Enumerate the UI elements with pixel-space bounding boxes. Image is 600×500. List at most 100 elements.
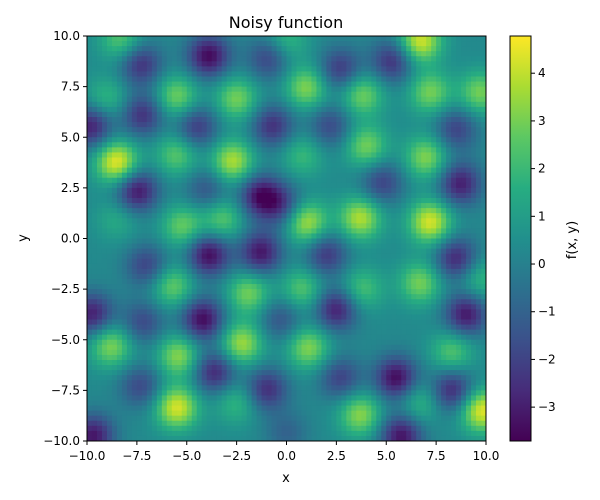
heatmap-cell <box>481 187 486 194</box>
heatmap-cell <box>391 66 397 73</box>
heatmap-cell <box>436 309 442 316</box>
heatmap-cell <box>211 142 218 148</box>
heatmap-cell <box>216 339 223 346</box>
heatmap-cell <box>181 243 188 250</box>
heatmap-cell <box>146 218 153 224</box>
heatmap-cell <box>406 142 412 148</box>
heatmap-cell <box>151 294 158 300</box>
heatmap-cell <box>281 111 288 118</box>
heatmap-cell <box>96 284 103 290</box>
heatmap-cell <box>231 208 238 214</box>
heatmap-cell <box>316 248 323 255</box>
heatmap-cell <box>356 162 362 169</box>
heatmap-cell <box>186 147 193 154</box>
heatmap-cell <box>201 91 208 98</box>
heatmap-cell <box>251 258 258 265</box>
heatmap-cell <box>351 233 357 240</box>
heatmap-cell <box>161 218 168 224</box>
heatmap-cell <box>461 81 467 88</box>
heatmap-cell <box>146 253 153 260</box>
heatmap-cell <box>331 329 337 336</box>
heatmap-cell <box>146 117 153 123</box>
heatmap-cell <box>156 218 163 224</box>
heatmap-cell <box>166 81 173 88</box>
heatmap-cell <box>221 238 228 245</box>
heatmap-cell <box>411 117 417 123</box>
heatmap-cell <box>246 46 253 52</box>
heatmap-cell <box>281 198 288 204</box>
heatmap-cell <box>401 152 407 159</box>
heatmap-cell <box>251 309 258 316</box>
heatmap-cell <box>136 309 143 316</box>
heatmap-cell <box>426 233 432 240</box>
heatmap-cell <box>87 157 93 164</box>
heatmap-cell <box>331 324 337 331</box>
heatmap-cell <box>276 81 283 88</box>
heatmap-cell <box>316 314 323 321</box>
heatmap-cell <box>296 142 303 148</box>
heatmap-cell <box>191 56 198 62</box>
heatmap-cell <box>221 177 228 184</box>
heatmap-cell <box>231 223 238 229</box>
heatmap-cell <box>451 334 457 341</box>
heatmap-cell <box>226 117 233 123</box>
heatmap-cell <box>146 41 153 47</box>
heatmap-cell <box>366 334 372 341</box>
heatmap-cell <box>141 218 148 224</box>
heatmap-cell <box>441 304 447 310</box>
heatmap-cell <box>436 111 442 118</box>
heatmap-cell <box>346 182 352 189</box>
heatmap-cell <box>211 279 218 285</box>
heatmap-cell <box>346 192 352 199</box>
heatmap-cell <box>201 96 208 103</box>
heatmap-cell <box>476 101 482 108</box>
heatmap-cell <box>421 304 427 310</box>
heatmap-cell <box>356 96 362 103</box>
heatmap-cell <box>316 213 323 219</box>
heatmap-cell <box>426 91 432 98</box>
heatmap-cell <box>276 263 283 270</box>
heatmap-cell <box>236 289 243 295</box>
heatmap-cell <box>196 228 203 235</box>
heatmap-cell <box>301 324 308 331</box>
heatmap-cell <box>426 279 432 285</box>
heatmap-cell <box>101 334 108 341</box>
heatmap-cell <box>431 233 437 240</box>
heatmap-cell <box>456 96 462 103</box>
heatmap-cell <box>261 324 268 331</box>
heatmap-cell <box>131 122 138 128</box>
heatmap-cell <box>286 51 293 57</box>
heatmap-cell <box>391 147 397 154</box>
heatmap-cell <box>436 238 442 245</box>
heatmap-cell <box>211 253 218 260</box>
heatmap-cell <box>201 81 208 88</box>
heatmap-cell <box>196 111 203 118</box>
heatmap-cell <box>266 76 273 83</box>
heatmap-cell <box>346 223 352 229</box>
heatmap-cell <box>281 152 288 159</box>
heatmap-cell <box>286 203 293 209</box>
heatmap-cell <box>241 147 248 154</box>
heatmap-cell <box>291 36 298 42</box>
heatmap-cell <box>426 86 432 93</box>
heatmap-cell <box>87 132 93 138</box>
heatmap-cell <box>306 258 313 265</box>
heatmap-cell <box>341 122 347 128</box>
heatmap-cell <box>481 213 486 219</box>
heatmap-cell <box>466 51 472 57</box>
heatmap-cell <box>141 167 148 174</box>
heatmap-cell <box>106 117 113 123</box>
heatmap-cell <box>171 111 178 118</box>
heatmap-cell <box>111 223 118 229</box>
heatmap-cell <box>406 167 412 174</box>
heatmap-cell <box>176 289 183 295</box>
heatmap-cell <box>316 208 323 214</box>
heatmap-cell <box>416 66 422 73</box>
heatmap-cell <box>156 46 163 52</box>
heatmap-cell <box>111 127 118 133</box>
heatmap-cell <box>351 309 357 316</box>
heatmap-cell <box>456 106 462 113</box>
heatmap-cell <box>236 152 243 159</box>
heatmap-cell <box>321 122 327 128</box>
heatmap-cell <box>281 314 288 321</box>
